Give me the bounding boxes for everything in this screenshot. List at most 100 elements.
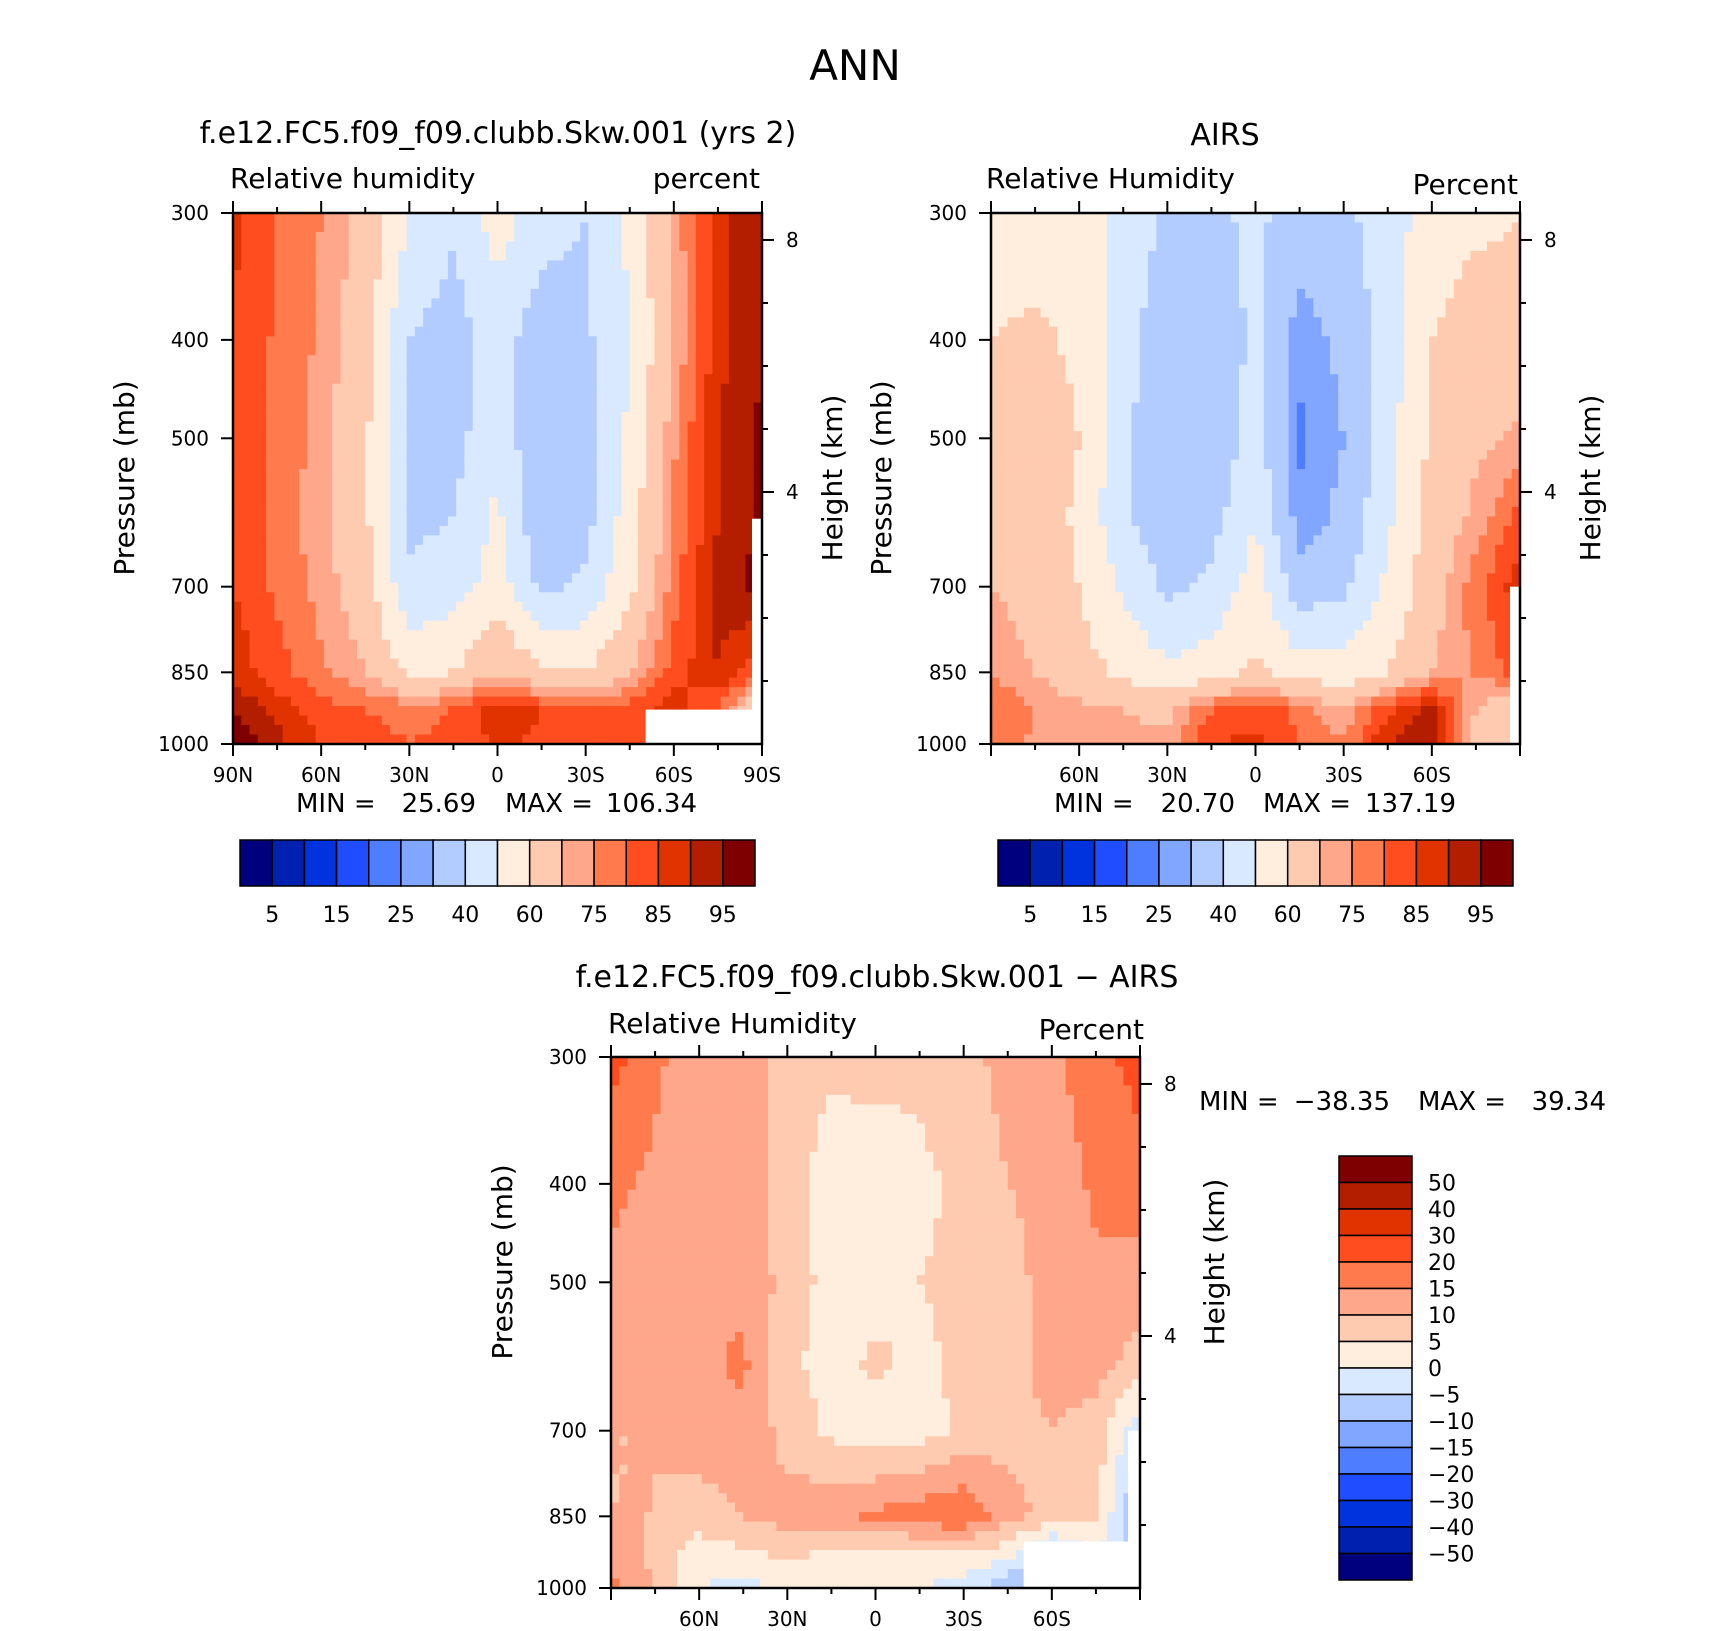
- contour-cell: [266, 412, 275, 423]
- contour-cell: [621, 601, 631, 612]
- contour-cell: [1470, 317, 1480, 328]
- contour-cell: [563, 469, 573, 480]
- contour-cell: [1321, 374, 1331, 385]
- contour-cell: [323, 269, 333, 280]
- contour-cell: [671, 601, 680, 612]
- x-tick-label: 90N: [213, 763, 253, 787]
- contour-cell: [373, 260, 383, 271]
- contour-cell: [530, 317, 540, 328]
- contour-cell: [604, 269, 614, 280]
- contour-cell: [1024, 355, 1033, 366]
- contour-cell: [1313, 231, 1323, 243]
- contour-cell: [1148, 241, 1157, 252]
- contour-cell: [1214, 231, 1224, 243]
- contour-cell: [1379, 288, 1389, 299]
- contour-cell: [662, 279, 672, 290]
- contour-cell: [340, 269, 350, 280]
- contour-cell: [323, 241, 333, 252]
- contour-cell: [233, 544, 242, 555]
- contour-cell: [1396, 288, 1405, 299]
- contour-cell: [712, 525, 722, 536]
- contour-cell: [563, 288, 573, 299]
- contour-cell: [712, 421, 722, 432]
- contour-cell: [712, 582, 722, 593]
- contour-cell: [671, 231, 680, 243]
- contour-cell: [340, 317, 350, 328]
- contour-cell: [1090, 355, 1100, 366]
- contour-cell: [671, 383, 680, 394]
- contour-cell: [423, 469, 432, 480]
- contour-cell: [423, 478, 432, 489]
- contour-cell: [1106, 298, 1116, 309]
- contour-cell: [555, 573, 565, 584]
- contour-cell: [646, 582, 656, 593]
- contour-cell: [712, 450, 722, 461]
- contour-cell: [233, 478, 242, 489]
- contour-cell: [456, 364, 466, 375]
- contour-cell: [1172, 250, 1182, 262]
- contour-cell: [1404, 364, 1414, 375]
- contour-cell: [1156, 317, 1166, 328]
- contour-cell: [489, 241, 499, 252]
- contour-cell: [580, 288, 590, 299]
- contour-cell: [456, 620, 466, 631]
- contour-cell: [728, 639, 738, 650]
- contour-cell: [745, 611, 755, 622]
- contour-cell: [1338, 326, 1348, 337]
- contour-cell: [745, 393, 755, 404]
- contour-cell: [580, 298, 590, 309]
- contour-cell: [646, 345, 656, 356]
- contour-cell: [1338, 364, 1348, 375]
- contour-cell: [596, 687, 606, 698]
- contour-cell: [266, 696, 275, 707]
- contour-cell: [555, 269, 565, 280]
- contour-cell: [414, 506, 424, 518]
- contour-cell: [991, 355, 1000, 366]
- contour-cell: [1148, 336, 1157, 347]
- contour-cell: [538, 592, 548, 603]
- contour-cell: [1362, 336, 1372, 347]
- contour-cell: [497, 269, 507, 280]
- contour-cell: [282, 611, 292, 622]
- contour-cell: [1437, 307, 1447, 318]
- contour-cell: [373, 506, 383, 518]
- colorbar-swatch: [657, 839, 692, 887]
- contour-cell: [373, 383, 383, 394]
- contour-cell: [274, 554, 284, 565]
- contour-cell: [547, 573, 556, 584]
- contour-cell: [1305, 374, 1314, 385]
- contour-cell: [1214, 279, 1224, 290]
- colorbar-swatch: [400, 839, 434, 887]
- contour-cell: [348, 279, 358, 290]
- contour-cell: [373, 525, 383, 536]
- contour-cell: [679, 336, 689, 347]
- contour-cell: [580, 725, 590, 736]
- contour-cell: [704, 554, 714, 565]
- contour-cell: [522, 677, 532, 688]
- contour-cell: [530, 554, 540, 565]
- contour-cell: [299, 649, 308, 660]
- contour-cell: [348, 497, 358, 508]
- contour-cell: [307, 677, 317, 688]
- contour-cell: [489, 345, 499, 356]
- contour-cell: [737, 658, 747, 669]
- contour-cell: [1106, 213, 1116, 224]
- contour-cell: [356, 687, 366, 698]
- contour-cell: [1040, 307, 1050, 318]
- contour-cell: [753, 364, 763, 375]
- contour-cell: [406, 307, 416, 318]
- contour-cell: [299, 450, 308, 461]
- contour-cell: [356, 734, 366, 745]
- contour-cell: [621, 687, 631, 698]
- contour-cell: [563, 611, 573, 622]
- contour-cell: [1148, 355, 1157, 366]
- contour-cell: [480, 725, 490, 736]
- contour-cell: [1247, 298, 1257, 309]
- colorbar-swatch: [625, 839, 660, 887]
- contour-cell: [373, 393, 383, 404]
- contour-cell: [530, 222, 540, 233]
- contour-cell: [356, 374, 366, 385]
- contour-cell: [398, 563, 408, 574]
- contour-cell: [1205, 269, 1215, 280]
- contour-cell: [555, 298, 565, 309]
